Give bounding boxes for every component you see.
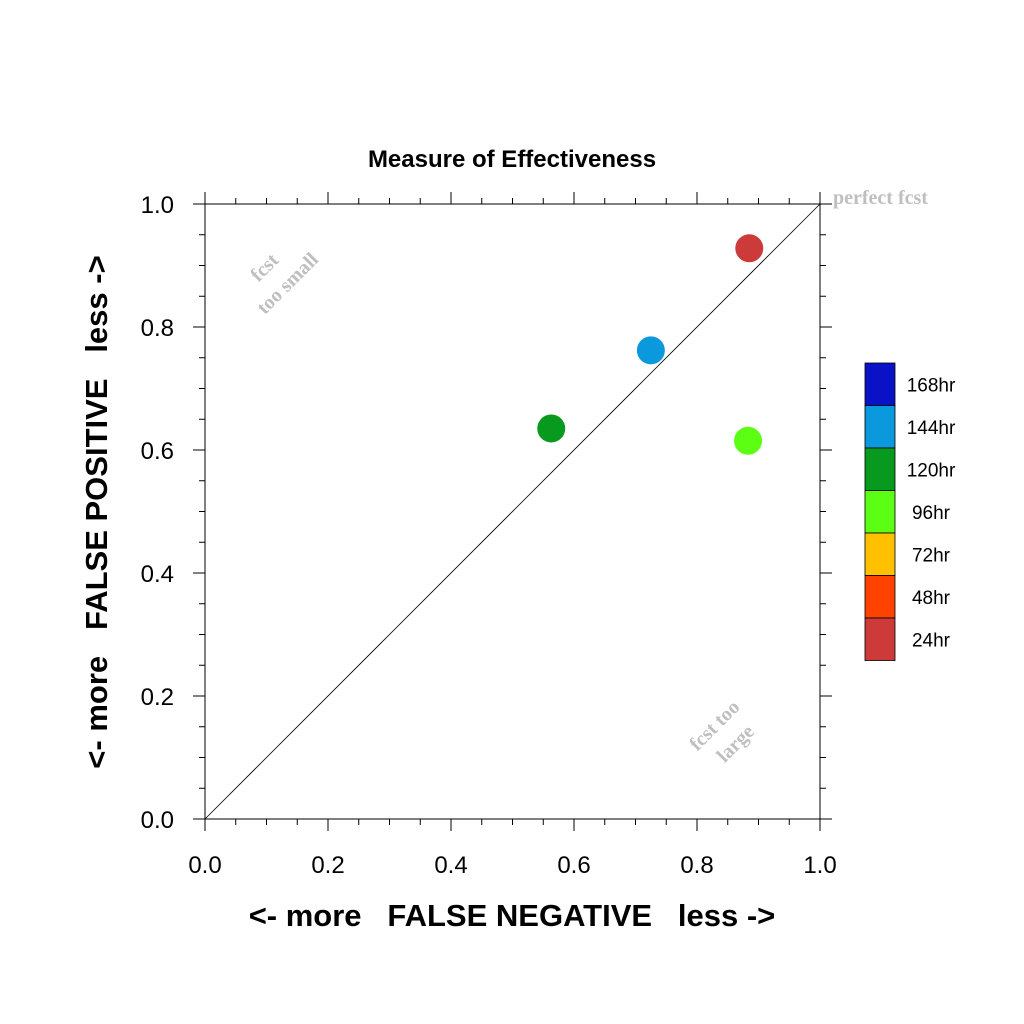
y-axis-label: <- more FALSE POSITIVE less ->: [79, 255, 114, 768]
legend-label-120hr: 120hr: [907, 460, 956, 481]
legend-swatch-72hr: [864, 532, 896, 576]
legend-swatch-168hr: [864, 362, 896, 406]
y-tick-label: 0.0: [141, 807, 174, 834]
plot-area: 0.0 0.2 0.4 0.6 0.8 1.0 0.0 0.2 0.4 0.6 0.8 1.0: [141, 192, 837, 879]
legend-label-96hr: 96hr: [912, 503, 951, 524]
annotation-perfect-fcst: perfect fcst: [833, 187, 928, 209]
x-tick-label: 1.0: [803, 852, 836, 879]
legend-label-24hr: 24hr: [912, 630, 951, 651]
legend-swatch-96hr: [864, 490, 896, 534]
x-tick-label: 0.4: [434, 852, 467, 879]
data-point-24hr: [735, 234, 764, 263]
data-point-144hr: [636, 336, 665, 365]
legend-swatch-144hr: [864, 405, 896, 449]
y-tick-label: 0.6: [141, 438, 174, 465]
y-tick-label: 0.8: [141, 315, 174, 342]
x-axis-label: <- more FALSE NEGATIVE less ->: [249, 898, 776, 933]
data-point-120hr: [537, 414, 566, 443]
y-tick-label: 0.4: [141, 561, 174, 588]
legend-swatch-48hr: [864, 575, 896, 619]
data-point-96hr: [734, 426, 763, 455]
chart-title: Measure of Effectiveness: [368, 146, 656, 173]
x-tick-label: 0.0: [188, 852, 221, 879]
legend-label-72hr: 72hr: [912, 545, 951, 566]
legend-swatch-24hr: [864, 617, 896, 661]
x-tick-label: 0.6: [557, 852, 590, 879]
x-tick-label: 0.8: [680, 852, 713, 879]
legend-label-144hr: 144hr: [907, 418, 956, 439]
x-tick-label: 0.2: [311, 852, 344, 879]
y-tick-label: 0.2: [141, 684, 174, 711]
diagonal-reference-line: [204, 203, 821, 820]
legend-swatch-120hr: [864, 447, 896, 491]
legend: 168hr 144hr 120hr 96hr 72hr 48hr 24hr: [864, 362, 956, 661]
legend-label-48hr: 48hr: [912, 588, 951, 609]
y-tick-label: 1.0: [141, 192, 174, 219]
legend-label-168hr: 168hr: [907, 375, 956, 396]
